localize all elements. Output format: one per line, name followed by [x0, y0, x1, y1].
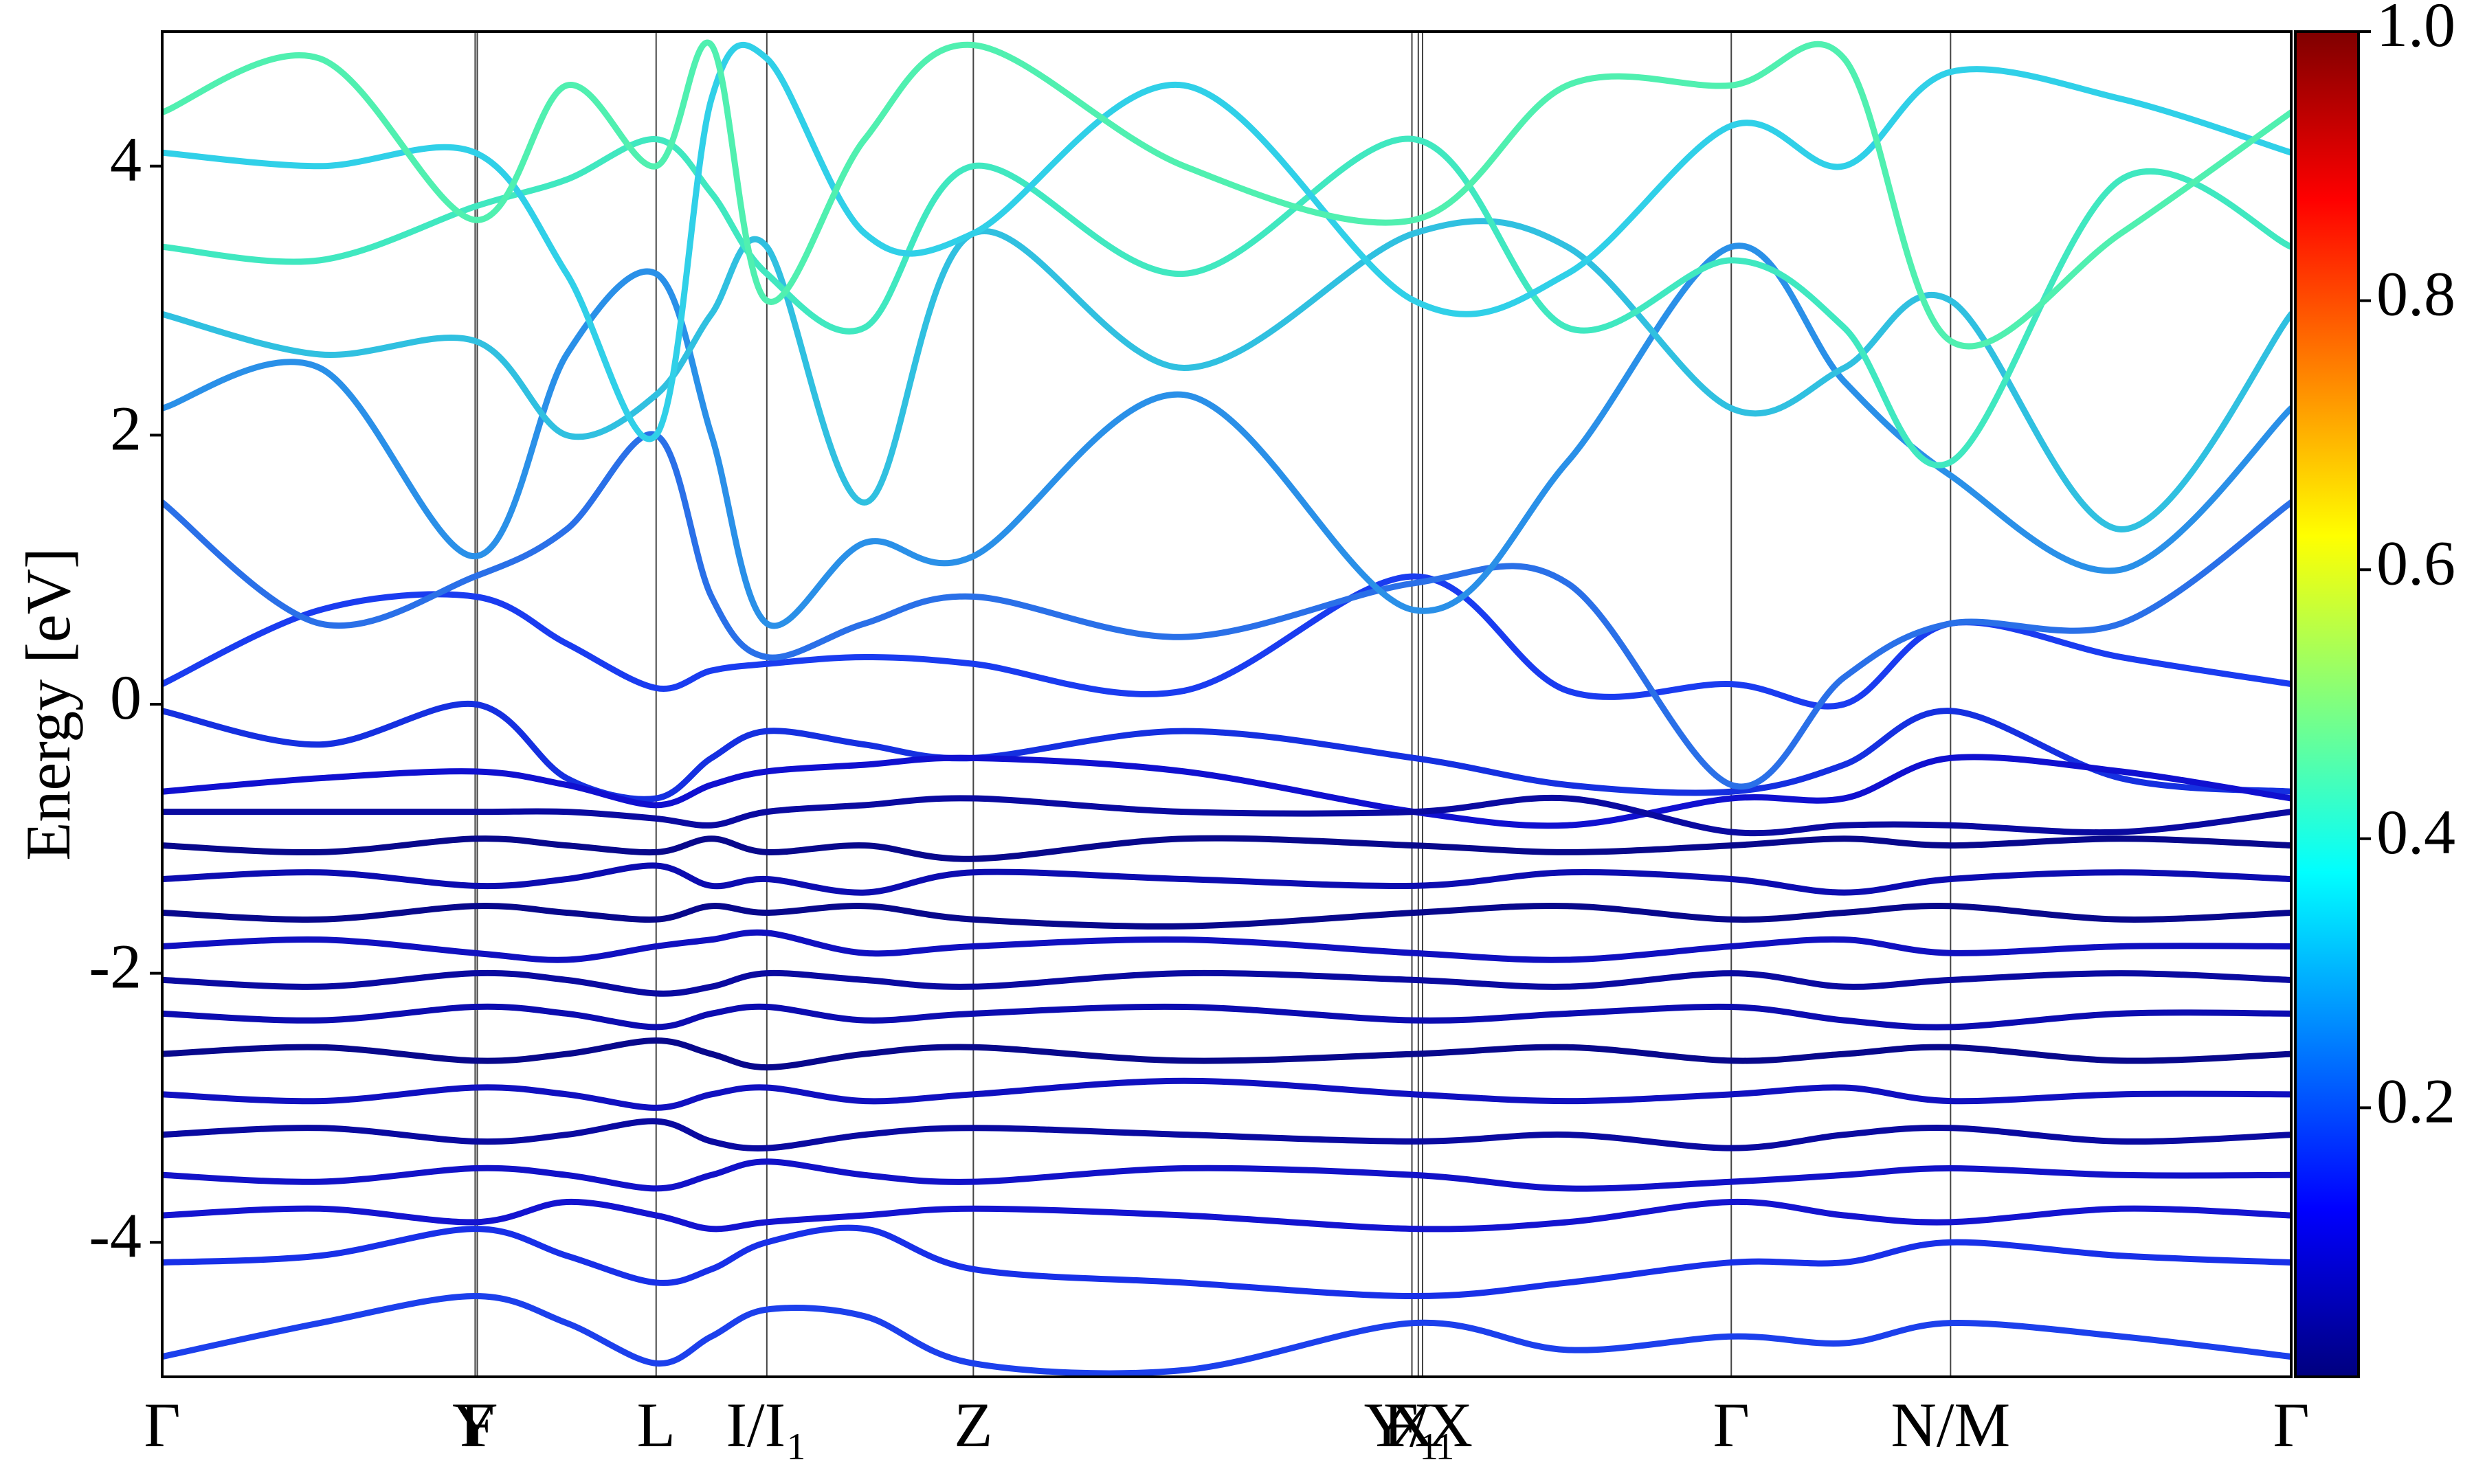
band	[162, 431, 2291, 790]
x-tick-label: L	[637, 1390, 676, 1460]
x-tick-label: F₁	[1383, 1390, 1440, 1460]
y-axis-label: Energy [eV]	[13, 548, 83, 861]
x-tick-label: Y	[452, 1390, 498, 1460]
y-tick-label: 4	[110, 124, 142, 194]
x-tick-label: Y/X	[1364, 1390, 1473, 1460]
band	[162, 862, 2291, 896]
colorbar	[2294, 30, 2360, 1378]
x-tick-label: Γ	[2273, 1390, 2309, 1460]
band	[162, 902, 2291, 930]
band	[162, 929, 2291, 963]
band	[162, 835, 2291, 862]
x-tick-label: Z	[954, 1390, 992, 1460]
band	[162, 41, 2291, 442]
band	[162, 1037, 2291, 1071]
x-tick-label: Γ	[1713, 1390, 1750, 1460]
band	[162, 243, 2291, 629]
band	[162, 1158, 2291, 1192]
band	[162, 700, 2291, 802]
x-tick-label: I/I₁	[726, 1390, 807, 1460]
band	[162, 1077, 2291, 1111]
x-tick-label: F	[460, 1390, 495, 1460]
colorbar-tick-label: 0.4	[2376, 797, 2455, 867]
band	[162, 1293, 2291, 1377]
colorbar-tick-label: 0.2	[2376, 1066, 2455, 1136]
x-tick-label: Γ	[144, 1390, 180, 1460]
band	[162, 794, 2291, 837]
y-tick-label: -2	[89, 932, 142, 1002]
band	[162, 39, 2291, 350]
colorbar-tick-label: 0.8	[2376, 259, 2455, 329]
band	[162, 218, 2291, 532]
band	[162, 135, 2291, 469]
y-tick-label: 0	[110, 662, 142, 732]
band-layer	[162, 39, 2291, 1377]
axis-layer: -4 -2 0 2 4 Γ YF L I/I₁ Z F₁Y/XX₁ Γ N/M Γ 0.2 0.4 0.6 0.8…	[89, 0, 2455, 1460]
x-tick-label: N/M	[1891, 1390, 2010, 1460]
band	[162, 1224, 2291, 1300]
band	[162, 1003, 2291, 1031]
band	[162, 1118, 2291, 1151]
band	[162, 754, 2291, 829]
band	[162, 969, 2291, 997]
y-tick-label: 2	[110, 394, 142, 464]
colorbar-tick-label: 1.0	[2376, 0, 2455, 60]
band	[162, 1198, 2291, 1233]
colorbar-tick-label: 0.6	[2376, 528, 2455, 598]
band	[162, 573, 2291, 710]
y-tick-label: -4	[89, 1200, 142, 1270]
x-tick-label: X₁	[1389, 1390, 1457, 1460]
